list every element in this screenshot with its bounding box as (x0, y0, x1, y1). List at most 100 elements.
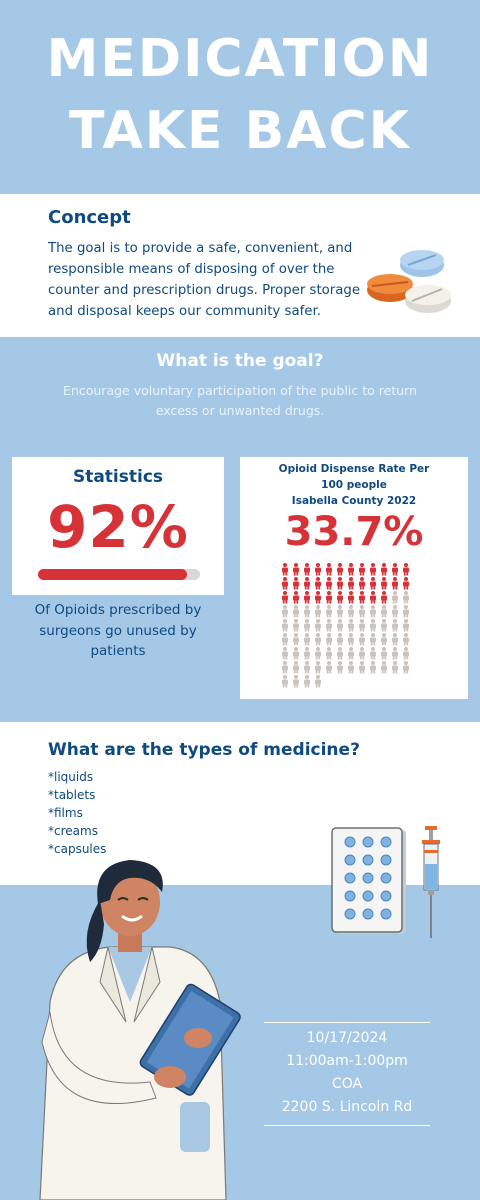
person-icon (370, 605, 376, 618)
person-icon (293, 619, 299, 632)
person-icon (337, 647, 343, 660)
person-icon (326, 605, 332, 618)
person-icon (315, 591, 321, 604)
types-list: *liquids *tablets *films *creams *capsul… (48, 768, 106, 858)
person-icon (392, 605, 398, 618)
person-icon (403, 647, 409, 660)
person-icon (304, 619, 310, 632)
person-icon (293, 647, 299, 660)
person-icon (315, 661, 321, 674)
concept-section: Concept The goal is to provide a safe, c… (0, 194, 480, 337)
opioid-card: Opioid Dispense Rate Per 100 people Isab… (240, 457, 468, 699)
person-icon (381, 661, 387, 674)
person-icon (282, 619, 288, 632)
person-icon (381, 647, 387, 660)
statistics-caption: Of Opioids prescribed by surgeons go unu… (34, 602, 202, 659)
person-icon (348, 633, 354, 646)
person-icon (326, 647, 332, 660)
person-icon (392, 661, 398, 674)
person-icon (337, 661, 343, 674)
hero-banner: MEDICATION TAKE BACK (0, 0, 480, 194)
person-icon (403, 577, 409, 590)
concept-body: The goal is to provide a safe, convenien… (48, 241, 361, 319)
people-pictogram (282, 563, 409, 688)
person-icon (304, 563, 310, 576)
person-icon (304, 675, 310, 688)
person-icon (304, 591, 310, 604)
person-icon (381, 563, 387, 576)
concept-heading: Concept (48, 207, 131, 228)
person-icon (315, 647, 321, 660)
person-icon (381, 591, 387, 604)
person-icon (370, 661, 376, 674)
event-place: COA (331, 1076, 363, 1092)
person-icon (304, 605, 310, 618)
goal-section: What is the goal? Encourage voluntary pa… (0, 337, 480, 447)
person-icon (315, 619, 321, 632)
person-icon (359, 605, 365, 618)
person-icon (370, 577, 376, 590)
person-icon (370, 591, 376, 604)
list-item: *creams (48, 824, 98, 838)
person-icon (282, 661, 288, 674)
list-item: *liquids (48, 770, 94, 784)
person-icon (359, 619, 365, 632)
event-details: 10/17/2024 11:00am-1:00pm COA 2200 S. Li… (264, 1022, 430, 1126)
person-icon (304, 577, 310, 590)
person-icon (293, 605, 299, 618)
person-icon (337, 563, 343, 576)
opioid-header-line-1: Opioid Dispense Rate Per (278, 463, 430, 475)
person-icon (315, 605, 321, 618)
statistics-label: Statistics (72, 467, 164, 487)
person-icon (293, 661, 299, 674)
person-icon (326, 619, 332, 632)
title-line-1: MEDICATION (46, 29, 434, 89)
person-icon (403, 661, 409, 674)
person-icon (403, 563, 409, 576)
person-icon (293, 591, 299, 604)
person-icon (381, 619, 387, 632)
person-icon (392, 591, 398, 604)
person-icon (348, 605, 354, 618)
person-icon (370, 647, 376, 660)
opioid-header-line-2: 100 people (321, 479, 387, 491)
person-icon (348, 647, 354, 660)
person-icon (315, 563, 321, 576)
person-icon (381, 633, 387, 646)
person-icon (392, 619, 398, 632)
person-icon (282, 563, 288, 576)
opioid-header-line-3: Isabella County 2022 (291, 495, 417, 507)
progress-bar-fill (38, 569, 188, 580)
person-icon (370, 633, 376, 646)
person-icon (282, 591, 288, 604)
syringe-icon (422, 826, 440, 938)
person-icon (370, 563, 376, 576)
list-item: *films (48, 806, 83, 820)
person-icon (326, 577, 332, 590)
person-icon (282, 647, 288, 660)
person-icon (348, 591, 354, 604)
person-icon (282, 605, 288, 618)
person-icon (392, 563, 398, 576)
person-icon (359, 563, 365, 576)
person-icon (381, 605, 387, 618)
statistics-value: 92% (47, 493, 189, 561)
person-icon (392, 577, 398, 590)
person-icon (403, 591, 409, 604)
blister-pack-icon (331, 827, 406, 934)
person-icon (282, 675, 288, 688)
person-icon (315, 675, 321, 688)
person-icon (348, 577, 354, 590)
person-icon (392, 633, 398, 646)
person-icon (337, 619, 343, 632)
person-icon (326, 633, 332, 646)
person-icon (392, 647, 398, 660)
person-icon (337, 577, 343, 590)
opioid-header: Opioid Dispense Rate Per 100 people Isab… (240, 461, 468, 509)
list-item: *capsules (48, 842, 107, 856)
person-icon (348, 563, 354, 576)
person-icon (359, 591, 365, 604)
person-icon (359, 633, 365, 646)
person-icon (282, 633, 288, 646)
statistics-card: Statistics 92% (12, 457, 224, 595)
